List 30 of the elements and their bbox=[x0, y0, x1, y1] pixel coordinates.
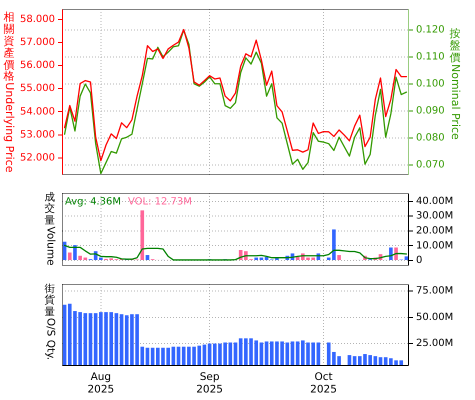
y-tick-label: 75.00M bbox=[416, 286, 454, 297]
y-tick-label: 52.000 bbox=[20, 152, 55, 164]
y-tick-label: 55.000 bbox=[20, 83, 55, 94]
y2-tick-label: 0.090 bbox=[416, 106, 445, 117]
x-tick-label: Sep 2025 bbox=[196, 371, 223, 396]
y2-tick-label: 0.070 bbox=[416, 160, 445, 171]
y-tick-label: 56.000 bbox=[20, 60, 55, 72]
y-tick-label: 50.00M bbox=[416, 312, 454, 323]
y-tick-label: 0 bbox=[416, 255, 422, 266]
y-tick-label: 20.00M bbox=[416, 226, 454, 236]
y-tick-label: 40.00M bbox=[416, 196, 454, 207]
y-tick-label: 53.000 bbox=[20, 129, 55, 140]
text: Avg: 4.36M bbox=[65, 196, 121, 208]
y-tick-label: 10.00M bbox=[416, 240, 454, 252]
y-tick-label: 25.00M bbox=[416, 338, 454, 350]
y-tick-label: 30.00M bbox=[416, 210, 454, 222]
y-tick-label: 54.000 bbox=[20, 106, 55, 118]
x-tick-label: Aug 2025 bbox=[87, 371, 114, 396]
y2-tick-label: 0.110 bbox=[416, 52, 445, 63]
x-tick-label: Oct 2025 bbox=[310, 371, 337, 396]
y-axis-title: 街貨量O/S Qty. bbox=[44, 282, 57, 360]
y2-tick-label: 0.080 bbox=[416, 132, 445, 144]
y-axis-title: 成交量Volume bbox=[44, 191, 57, 266]
y2-tick-label: 0.100 bbox=[416, 78, 445, 90]
y-tick-label: 58.000 bbox=[20, 14, 55, 25]
y2-tick-label: 0.120 bbox=[416, 24, 445, 36]
series-label: VOL: 12.73M bbox=[128, 196, 192, 208]
y2-axis-title: 按盤價Nominal Price bbox=[449, 27, 462, 140]
y-axis-title: 相關資產價格Underlying Price bbox=[3, 10, 16, 173]
y-tick-label: 57.000 bbox=[20, 37, 55, 48]
